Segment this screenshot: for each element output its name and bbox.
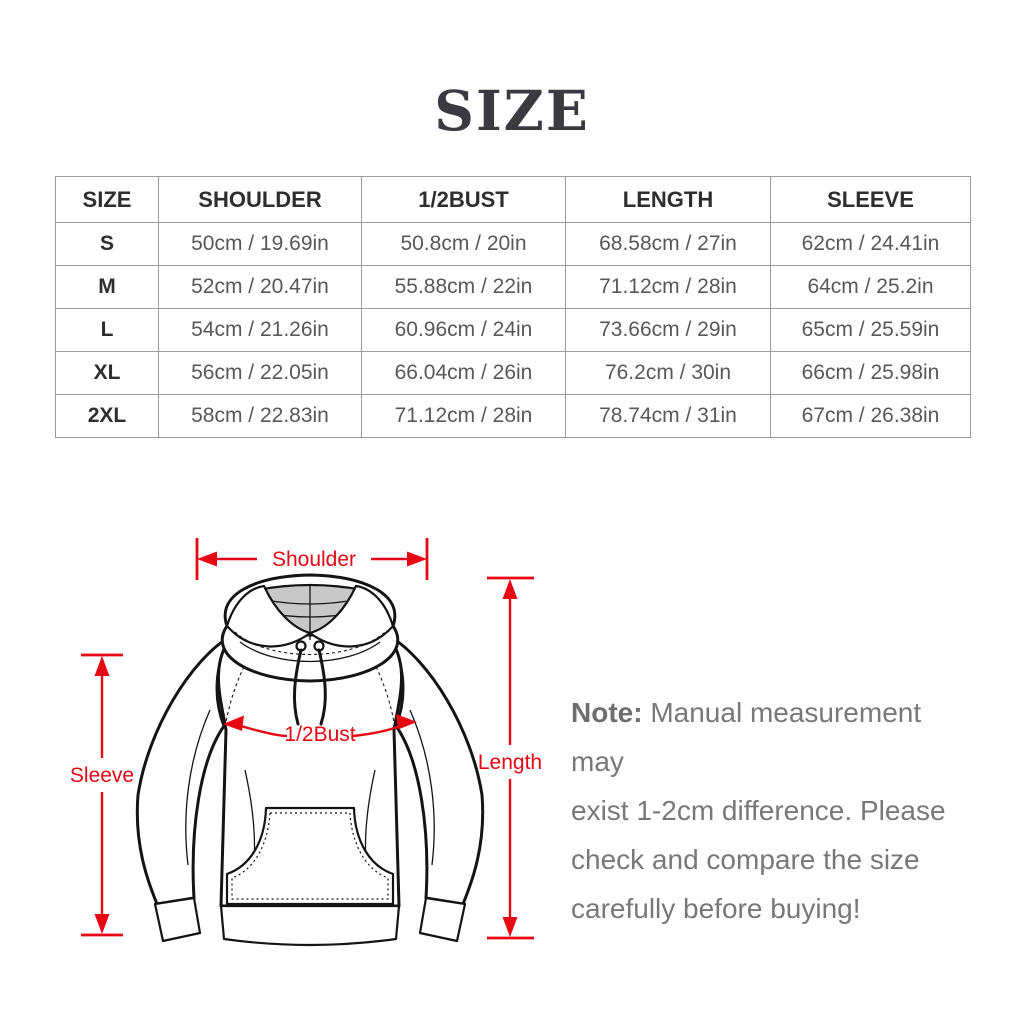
column-header-shoulder: SHOULDER — [158, 176, 362, 223]
column-header-sleeve: SLEEVE — [770, 176, 971, 223]
right-drawstring — [317, 648, 327, 726]
shoulder-cell: 58cm / 22.83in — [158, 394, 362, 438]
sleeve-cell: 66cm / 25.98in — [770, 351, 971, 395]
collar-inner-edge — [239, 641, 381, 663]
note-prefix: Note: — [571, 697, 643, 728]
column-header-bust: 1/2BUST — [361, 176, 566, 223]
shoulder-dimension: Shoulder — [195, 538, 429, 580]
column-header-size: SIZE — [55, 176, 159, 223]
bust-cell: 66.04cm / 26in — [361, 351, 566, 395]
size-cell: XL — [55, 351, 159, 395]
shoulder-cell: 52cm / 20.47in — [158, 265, 362, 309]
note-line: Note: Manual measurement may — [571, 688, 971, 786]
left-cuff — [153, 896, 202, 943]
table-row: L 54cm / 21.26in 60.96cm / 24in 73.66cm … — [55, 308, 971, 352]
bust-dimension: 1/2Bust — [223, 714, 417, 746]
hoodie-measurement-diagram: Shoulder Sleeve Length — [70, 538, 542, 947]
sleeve-cell: 62cm / 24.41in — [770, 222, 971, 266]
bust-cell: 71.12cm / 28in — [361, 394, 566, 438]
page-title: SIZE — [434, 78, 590, 143]
dimension-annotations: Shoulder Sleeve Length — [70, 538, 542, 940]
bust-dimension-label: 1/2Bust — [284, 723, 355, 746]
note-line: exist 1-2cm difference. Please — [571, 795, 946, 826]
note-line: check and compare the size — [571, 844, 920, 875]
size-cell: M — [55, 265, 159, 309]
length-cell: 78.74cm / 31in — [565, 394, 771, 438]
pocket-stitching — [231, 812, 389, 900]
shoulder-cell: 50cm / 19.69in — [158, 222, 362, 266]
hood-seam-1 — [265, 599, 355, 605]
sleeve-cell: 65cm / 25.59in — [770, 308, 971, 352]
length-cell: 76.2cm / 30in — [565, 351, 771, 395]
sleeve-cell: 67cm / 26.38in — [770, 394, 971, 438]
bust-cell: 50.8cm / 20in — [361, 222, 566, 266]
length-dimension: Length — [478, 576, 542, 940]
size-cell: S — [55, 222, 159, 266]
collar-stitching — [234, 631, 386, 656]
table-header-row: SIZE SHOULDER 1/2BUST LENGTH SLEEVE — [55, 176, 971, 223]
shoulder-dimension-label: Shoulder — [272, 548, 356, 571]
kangaroo-pocket — [225, 806, 395, 906]
bust-cell: 55.88cm / 22in — [361, 265, 566, 309]
sleeve-dimension-label: Sleeve — [70, 764, 134, 787]
size-cell: 2XL — [55, 394, 159, 438]
collar-fold-right — [308, 584, 395, 648]
length-cell: 68.58cm / 27in — [565, 222, 771, 266]
left-drawstring — [292, 648, 303, 726]
size-table: SIZE SHOULDER 1/2BUST LENGTH SLEEVE S 50… — [55, 176, 971, 438]
shoulder-cell: 54cm / 21.26in — [158, 308, 362, 352]
size-cell: L — [55, 308, 159, 352]
column-header-length: LENGTH — [565, 176, 771, 223]
table-row: S 50cm / 19.69in 50.8cm / 20in 68.58cm /… — [55, 222, 971, 266]
hem-band — [219, 904, 401, 947]
length-cell: 73.66cm / 29in — [565, 308, 771, 352]
right-sleeve-crease — [409, 709, 435, 866]
sleeve-cell: 64cm / 25.2in — [770, 265, 971, 309]
table-row: 2XL 58cm / 22.83in 71.12cm / 28in 78.74c… — [55, 394, 971, 438]
length-dimension-label: Length — [478, 751, 542, 774]
left-sleeve-crease — [185, 709, 211, 866]
collar-fold-left — [225, 584, 312, 648]
hoodie-illustration — [135, 573, 485, 947]
sleeve-dimension: Sleeve — [70, 653, 134, 937]
table-row: XL 56cm / 22.05in 66.04cm / 26in 76.2cm … — [55, 351, 971, 395]
note-line: carefully before buying! — [571, 893, 861, 924]
right-cuff — [418, 896, 467, 943]
table-row: M 52cm / 20.47in 55.88cm / 22in 71.12cm … — [55, 265, 971, 309]
length-cell: 71.12cm / 28in — [565, 265, 771, 309]
bust-cell: 60.96cm / 24in — [361, 308, 566, 352]
note-text: Manual measurement may — [571, 697, 922, 777]
shoulder-cell: 56cm / 22.05in — [158, 351, 362, 395]
measurement-note: Note: Manual measurement may exist 1-2cm… — [571, 688, 971, 933]
